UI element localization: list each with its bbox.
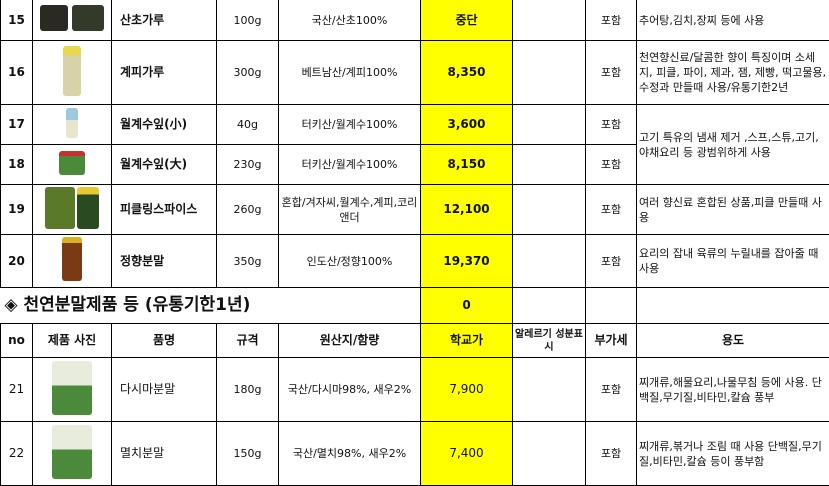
row-no: 17: [1, 105, 33, 145]
product-spec: 180g: [217, 358, 279, 422]
product-spec: 350g: [217, 235, 279, 288]
product-price: 3,600: [421, 105, 513, 145]
header-allergy: 알레르기 성분표시: [513, 324, 586, 358]
product-price: 7,900: [421, 358, 513, 422]
product-usage: 추어탕,김치,장찌 등에 사용: [637, 0, 829, 41]
table-row: 21 다시마분말 180g 국산/다시마98%, 새우2% 7,900 포함 찌…: [1, 358, 829, 422]
row-no: 21: [1, 358, 33, 422]
product-allergy: [513, 145, 586, 185]
product-photo: [33, 105, 112, 145]
product-photo: [33, 358, 112, 422]
product-spec: 230g: [217, 145, 279, 185]
empty-cell: [586, 288, 637, 324]
product-allergy: [513, 0, 586, 41]
product-photo: [33, 422, 112, 486]
product-price: 중단: [421, 0, 513, 41]
header-usage: 용도: [637, 324, 829, 358]
product-vat: 포함: [586, 0, 637, 41]
product-usage: 요리의 잡내 육류의 누릴내를 잡아줄 때 사용: [637, 235, 829, 288]
product-photo: [33, 185, 112, 235]
product-price: 7,400: [421, 422, 513, 486]
product-vat: 포함: [586, 185, 637, 235]
empty-cell: [637, 288, 829, 324]
product-photo: [33, 235, 112, 288]
product-origin: 국산/멸치98%, 새우2%: [279, 422, 421, 486]
product-name: 계피가루: [112, 41, 217, 105]
table-row: 16 계피가루 300g 베트남산/계피100% 8,350 포함 천연향신료/…: [1, 41, 829, 105]
product-usage: 고기 특유의 냄새 제거 ,스프,스튜,고기,야채요리 등 광범위하게 사용: [637, 105, 829, 185]
product-photo: [33, 0, 112, 41]
header-vat: 부가세: [586, 324, 637, 358]
diamond-icon: ◈: [5, 295, 18, 315]
section-header-row: ◈ 천연분말제품 등 (유통기한1년) 0: [1, 288, 829, 324]
header-row: no 제품 사진 품명 규격 원산지/함량 학교가 알레르기 성분표시 부가세 …: [1, 324, 829, 358]
table-row: 15 산초가루 100g 국산/산초100% 중단 포함 추어탕,김치,장찌 등…: [1, 0, 829, 41]
product-vat: 포함: [586, 41, 637, 105]
product-spec: 260g: [217, 185, 279, 235]
product-spec: 40g: [217, 105, 279, 145]
header-origin: 원산지/함량: [279, 324, 421, 358]
product-origin: 인도산/정향100%: [279, 235, 421, 288]
product-allergy: [513, 422, 586, 486]
product-spec: 150g: [217, 422, 279, 486]
row-no: 22: [1, 422, 33, 486]
header-price: 학교가: [421, 324, 513, 358]
header-name: 품명: [112, 324, 217, 358]
table-row: 19 피클링스파이스 260g 혼합/겨자씨,월계수,계피,코리앤더 12,10…: [1, 185, 829, 235]
product-usage: 찌개류,볶거나 조림 때 사용 단백질,무기질,비타민,칼슘 등이 풍부함: [637, 422, 829, 486]
row-no: 20: [1, 235, 33, 288]
product-vat: 포함: [586, 358, 637, 422]
product-allergy: [513, 41, 586, 105]
product-price: 8,150: [421, 145, 513, 185]
product-allergy: [513, 358, 586, 422]
product-usage: 찌개류,해물요리,나물무침 등에 사용. 단백질,무기질,비타민,칼슘 풍부: [637, 358, 829, 422]
product-allergy: [513, 105, 586, 145]
table-row: 22 멸치분말 150g 국산/멸치98%, 새우2% 7,400 포함 찌개류…: [1, 422, 829, 486]
section-title: ◈ 천연분말제품 등 (유통기한1년): [1, 288, 421, 324]
product-origin: 국산/다시마98%, 새우2%: [279, 358, 421, 422]
product-vat: 포함: [586, 145, 637, 185]
product-name: 산초가루: [112, 0, 217, 41]
product-origin: 혼합/겨자씨,월계수,계피,코리앤더: [279, 185, 421, 235]
header-no: no: [1, 324, 33, 358]
product-name: 멸치분말: [112, 422, 217, 486]
row-no: 15: [1, 0, 33, 41]
product-origin: 베트남산/계피100%: [279, 41, 421, 105]
row-no: 18: [1, 145, 33, 185]
product-allergy: [513, 185, 586, 235]
header-photo: 제품 사진: [33, 324, 112, 358]
product-allergy: [513, 235, 586, 288]
header-spec: 규격: [217, 324, 279, 358]
section-title-text: 천연분말제품 등 (유통기한1년): [24, 295, 251, 315]
product-spec: 100g: [217, 0, 279, 41]
product-vat: 포함: [586, 422, 637, 486]
product-usage: 여러 향신료 혼합된 상품,피클 만들때 사용: [637, 185, 829, 235]
empty-cell: [513, 288, 586, 324]
product-origin: 터키산/월계수100%: [279, 145, 421, 185]
row-no: 16: [1, 41, 33, 105]
product-origin: 터키산/월계수100%: [279, 105, 421, 145]
product-name: 다시마분말: [112, 358, 217, 422]
product-name: 월계수잎(大): [112, 145, 217, 185]
product-vat: 포함: [586, 105, 637, 145]
product-vat: 포함: [586, 235, 637, 288]
product-spec: 300g: [217, 41, 279, 105]
product-name: 월계수잎(小): [112, 105, 217, 145]
product-photo: [33, 41, 112, 105]
product-price: 19,370: [421, 235, 513, 288]
product-price: 8,350: [421, 41, 513, 105]
section-price-total: 0: [421, 288, 513, 324]
table-row: 20 정향분말 350g 인도산/정향100% 19,370 포함 요리의 잡내…: [1, 235, 829, 288]
product-name: 피클링스파이스: [112, 185, 217, 235]
product-photo: [33, 145, 112, 185]
table-row: 17 월계수잎(小) 40g 터키산/월계수100% 3,600 포함 고기 특…: [1, 105, 829, 145]
product-price: 12,100: [421, 185, 513, 235]
product-origin: 국산/산초100%: [279, 0, 421, 41]
row-no: 19: [1, 185, 33, 235]
product-usage: 천연향신료/달콤한 향이 특징이며 소세지, 피클, 파이, 제과, 잼, 제빵…: [637, 41, 829, 105]
product-name: 정향분말: [112, 235, 217, 288]
